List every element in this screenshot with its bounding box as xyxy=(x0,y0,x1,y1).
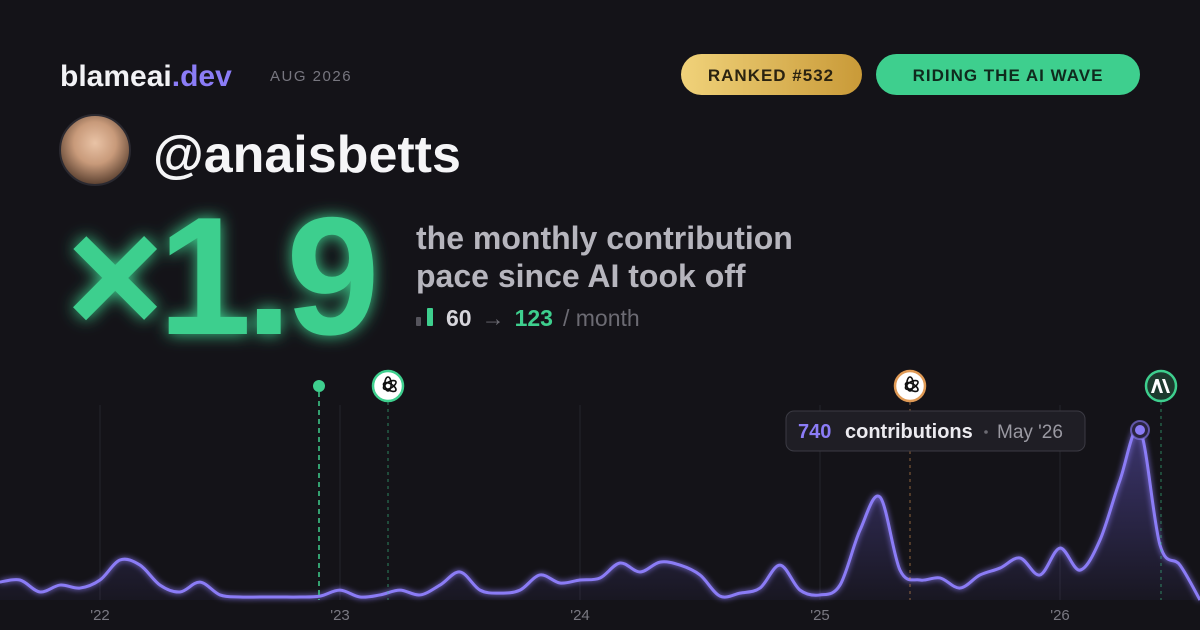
x-tick-label: '26 xyxy=(1050,607,1070,624)
handle: @anaisbetts xyxy=(153,126,461,184)
description-line: the monthly contribution xyxy=(416,220,793,256)
pace-icon xyxy=(416,317,421,326)
rank-badge-text: RANKED #532 xyxy=(708,66,834,85)
area xyxy=(0,428,1200,600)
wave-badge xyxy=(876,54,1140,95)
pace-from: 60 xyxy=(446,305,472,331)
date: AUG 2026 xyxy=(270,68,352,85)
x-tick-label: '23 xyxy=(330,607,350,624)
peak-point xyxy=(1135,425,1145,435)
plot xyxy=(0,420,1200,601)
description-line: pace since AI took off xyxy=(416,258,746,294)
brand: blameai.dev xyxy=(60,60,232,93)
pace-unit: / month xyxy=(563,305,640,331)
tooltip-date: May '26 xyxy=(997,422,1063,443)
openai-icon xyxy=(893,369,927,403)
wave-badge-text: RIDING THE AI WAVE xyxy=(913,66,1104,85)
x-tick-label: '25 xyxy=(810,607,830,624)
x-tick-label: '22 xyxy=(90,607,110,624)
multiplier: ×1.9 xyxy=(66,182,374,370)
pace-to: 123 xyxy=(515,305,553,331)
anthropic-icon xyxy=(1144,369,1178,403)
pace-icon xyxy=(427,308,433,326)
brand-tld: .dev xyxy=(172,60,232,93)
tooltip-box xyxy=(785,410,1086,452)
pace-arrow: → xyxy=(482,305,505,331)
pace: 60 → 123 / month xyxy=(446,305,640,331)
avatar xyxy=(59,114,131,186)
openai-icon xyxy=(371,369,405,403)
x-tick-label: '24 xyxy=(570,607,590,624)
tooltip-label: contributions xyxy=(845,421,973,443)
rank-badge xyxy=(681,54,862,95)
tooltip: 740 contributions May '26 xyxy=(785,410,1086,452)
brand-name: blameai xyxy=(60,60,172,93)
tooltip-value: 740 xyxy=(798,421,831,443)
tooltip-separator xyxy=(984,430,988,434)
event-dot xyxy=(313,380,325,392)
line xyxy=(0,426,1200,601)
